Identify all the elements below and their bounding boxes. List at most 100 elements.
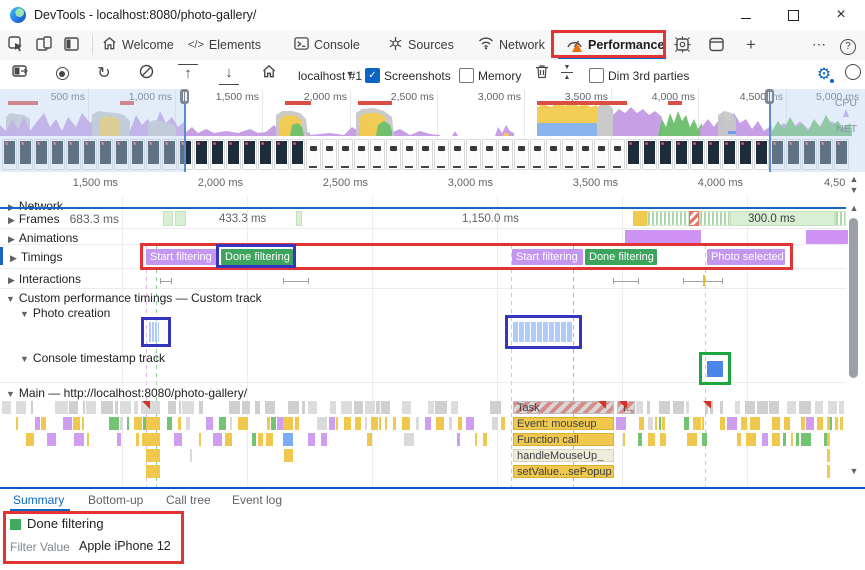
- screenshot-thumbnail[interactable]: [754, 139, 769, 170]
- screenshot-thumbnail[interactable]: [370, 139, 385, 170]
- frame-bar[interactable]: [296, 211, 302, 226]
- screenshot-thumbnail[interactable]: [466, 139, 481, 170]
- screenshot-thumbnail[interactable]: [818, 139, 833, 170]
- network-track-divider[interactable]: [0, 207, 846, 209]
- screenshot-thumbnail[interactable]: [34, 139, 49, 170]
- upload-profile-icon[interactable]: ↑: [178, 64, 198, 85]
- screenshot-thumbnail[interactable]: [642, 139, 657, 170]
- screenshot-thumbnail[interactable]: [274, 139, 289, 170]
- help-icon[interactable]: ?: [840, 36, 858, 55]
- ruler-scroll-down[interactable]: ▼: [849, 185, 859, 195]
- screenshot-thumbnail[interactable]: [786, 139, 801, 170]
- screenshot-thumbnail[interactable]: [322, 139, 337, 170]
- frame-bar[interactable]: [163, 211, 173, 226]
- timing-marker[interactable]: Done filtering: [221, 249, 293, 265]
- range-handle-left[interactable]: [180, 89, 189, 104]
- screenshot-thumbnail[interactable]: [834, 139, 849, 170]
- screenshot-thumbnail[interactable]: [418, 139, 433, 170]
- track-animations[interactable]: ▶ Animations: [8, 231, 79, 245]
- minimize-button[interactable]: [731, 4, 761, 26]
- screenshot-thumbnail[interactable]: [306, 139, 321, 170]
- screenshot-thumbnail[interactable]: [626, 139, 641, 170]
- screenshot-thumbnail[interactable]: [354, 139, 369, 170]
- range-handle-right[interactable]: [765, 89, 774, 104]
- interaction-whisker[interactable]: [160, 278, 172, 284]
- trash-icon[interactable]: [532, 64, 552, 84]
- flame-bar-setvalue[interactable]: setValue...sePopup: [513, 465, 614, 478]
- timing-marker[interactable]: Photo selected: [707, 249, 785, 265]
- chip-icon[interactable]: [674, 36, 692, 54]
- frame-bar-striped[interactable]: [647, 211, 689, 226]
- tab-console[interactable]: Console: [294, 30, 360, 59]
- tracks-scrollbar-thumb[interactable]: [849, 218, 858, 378]
- track-main[interactable]: ▼ Main — http://localhost:8080/photo-gall…: [6, 386, 248, 400]
- screenshot-thumbnail[interactable]: [482, 139, 497, 170]
- device-toolbar-icon[interactable]: [36, 36, 54, 54]
- tab-welcome[interactable]: Welcome: [102, 30, 174, 59]
- screenshot-thumbnail[interactable]: [130, 139, 145, 170]
- screenshot-thumbnail[interactable]: [66, 139, 81, 170]
- screenshot-thumbnail[interactable]: [338, 139, 353, 170]
- tab-elements[interactable]: </> Elements: [188, 30, 261, 59]
- clear-icon[interactable]: [136, 64, 156, 84]
- flame-bar-handlemouseup[interactable]: handleMouseUp_: [513, 449, 614, 462]
- tracks-scroll-up[interactable]: ▲: [849, 203, 859, 213]
- screenshot-thumbnail[interactable]: [242, 139, 257, 170]
- screenshot-thumbnail[interactable]: [722, 139, 737, 170]
- screenshot-thumbnail[interactable]: [386, 139, 401, 170]
- more-options-icon[interactable]: ⋯: [812, 36, 827, 52]
- memory-label[interactable]: Memory: [478, 69, 522, 83]
- flame-bar-task[interactable]: Task: [513, 401, 614, 414]
- interaction-whisker[interactable]: [613, 278, 639, 284]
- frame-bar-partial[interactable]: [633, 211, 647, 226]
- timeline-overview[interactable]: 500 ms 1,000 ms 1,500 ms 2,000 ms 2,500 ms 3,…: [0, 89, 865, 136]
- screenshot-thumbnail[interactable]: [50, 139, 65, 170]
- screenshot-thumbnail[interactable]: [146, 139, 161, 170]
- photo-creation-span[interactable]: [513, 322, 573, 342]
- screenshot-thumbnail[interactable]: [674, 139, 689, 170]
- screenshots-checkbox[interactable]: ✓: [365, 68, 380, 83]
- tab-sources[interactable]: Sources: [388, 30, 454, 59]
- record-and-reload-icon[interactable]: [10, 64, 30, 84]
- frame-bar[interactable]: [730, 211, 835, 226]
- screenshot-thumbnail[interactable]: [706, 139, 721, 170]
- screenshot-thumbnail[interactable]: [690, 139, 705, 170]
- tab-network[interactable]: Network: [478, 30, 545, 59]
- timing-marker[interactable]: Start filtering: [146, 249, 219, 265]
- reload-icon[interactable]: ↻: [97, 65, 111, 82]
- screenshot-thumbnail[interactable]: [226, 139, 241, 170]
- track-timings[interactable]: ▶ Timings: [10, 250, 63, 264]
- ruler-scroll-up[interactable]: ▲: [849, 174, 859, 184]
- animation-bar[interactable]: [806, 230, 848, 244]
- screenshot-thumbnail[interactable]: [514, 139, 529, 170]
- photo-creation-span[interactable]: [149, 322, 159, 342]
- screenshot-thumbnail[interactable]: [98, 139, 113, 170]
- maximize-button[interactable]: [778, 4, 808, 26]
- app-window-icon[interactable]: [708, 36, 726, 54]
- toolbar-help-icon[interactable]: [843, 64, 863, 84]
- screenshot-thumbnail[interactable]: [658, 139, 673, 170]
- track-network[interactable]: ▶Network: [8, 199, 63, 213]
- screenshot-thumbnail[interactable]: [290, 139, 305, 170]
- interaction-whisker[interactable]: [283, 278, 309, 284]
- screenshot-thumbnail[interactable]: [578, 139, 593, 170]
- tab-bottom-up[interactable]: Bottom-up: [88, 493, 144, 507]
- screenshot-thumbnail[interactable]: [258, 139, 273, 170]
- tracks-scroll-down[interactable]: ▼: [849, 466, 859, 476]
- dim-3rd-parties-checkbox[interactable]: [589, 68, 604, 83]
- home-target-icon[interactable]: [259, 64, 279, 84]
- screenshot-thumbnail[interactable]: [450, 139, 465, 170]
- tab-performance[interactable]: Performance: [566, 30, 664, 59]
- inspect-element-icon[interactable]: [8, 36, 26, 54]
- console-timestamp-marker[interactable]: [707, 361, 723, 377]
- screenshot-thumbnail[interactable]: [162, 139, 177, 170]
- screenshot-thumbnail[interactable]: [210, 139, 225, 170]
- screenshot-thumbnail[interactable]: [114, 139, 129, 170]
- record-icon[interactable]: [52, 64, 72, 84]
- screenshot-thumbnail[interactable]: [594, 139, 609, 170]
- screenshot-thumbnail[interactable]: [2, 139, 17, 170]
- frame-bar[interactable]: [175, 211, 186, 226]
- tab-event-log[interactable]: Event log: [232, 493, 283, 507]
- screenshot-thumbnail[interactable]: [82, 139, 97, 170]
- screenshot-thumbnail[interactable]: [434, 139, 449, 170]
